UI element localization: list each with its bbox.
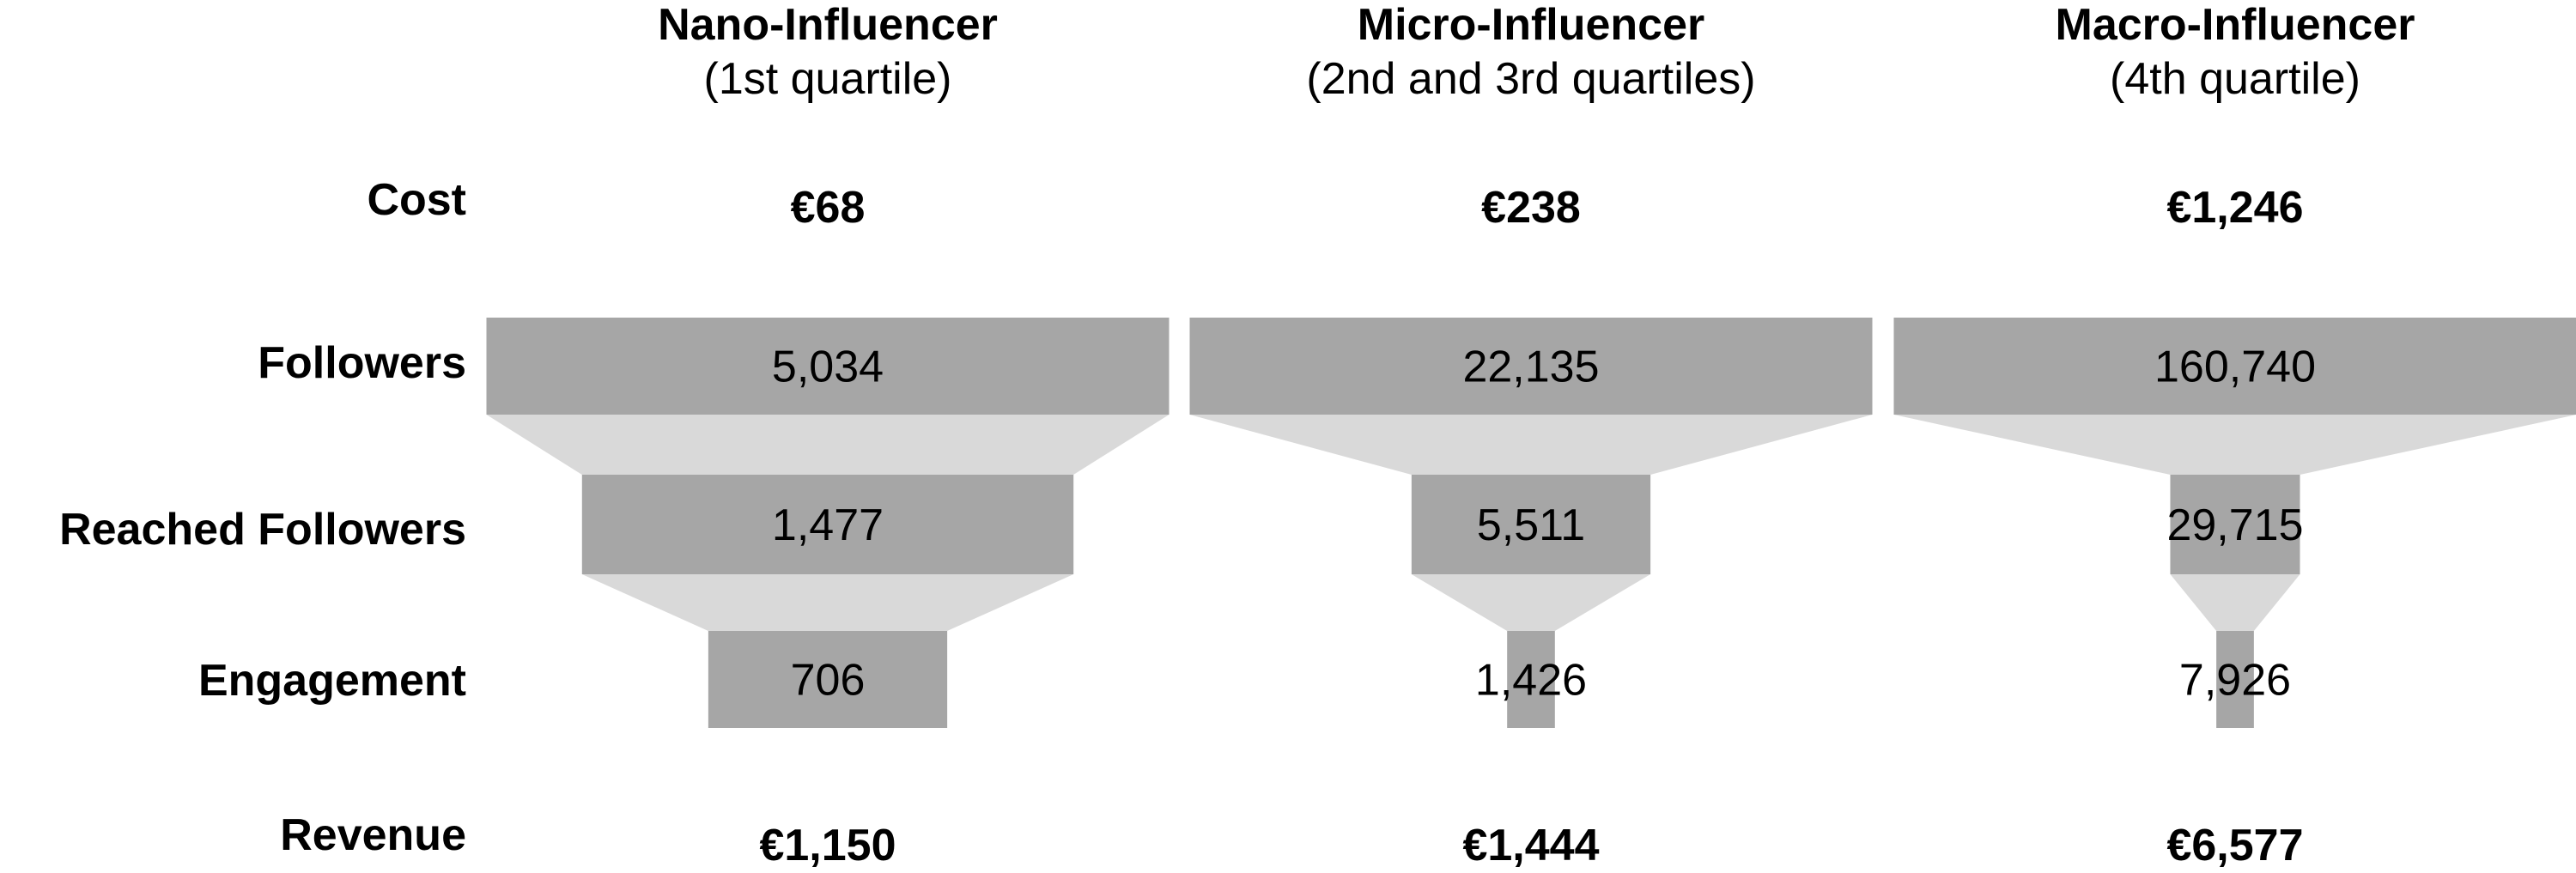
funnel-connector-nano-1 <box>486 415 1170 475</box>
row-label-reached-followers: Reached Followers <box>59 505 466 555</box>
cost-value-micro: €238 <box>1481 183 1581 233</box>
funnel-bar-micro-reached-followers <box>1411 475 1651 574</box>
funnel-value-nano-followers: 5,034 <box>772 343 884 392</box>
funnel-bar-micro-engagement <box>1507 631 1555 728</box>
column-header-micro: Micro-Influencer (2nd and 3rd quartiles) <box>1188 0 1874 107</box>
funnel-value-nano-engagement: 706 <box>791 656 866 706</box>
funnel-value-macro-followers: 160,740 <box>2154 343 2316 392</box>
funnel-connector-macro-1 <box>1893 415 2576 475</box>
row-label-engagement: Engagement <box>197 656 466 706</box>
row-label-followers: Followers <box>258 338 466 388</box>
column-title: Macro-Influencer <box>2055 0 2415 50</box>
row-label-cost: Cost <box>367 175 466 225</box>
column-subtitle: (2nd and 3rd quartiles) <box>1306 54 1756 105</box>
funnel-bar-macro-reached-followers <box>2170 475 2300 574</box>
funnel-value-nano-reached-followers: 1,477 <box>772 500 884 550</box>
funnel-bar-nano-reached-followers <box>581 475 1074 574</box>
funnel-value-micro-engagement: 1,426 <box>1475 656 1587 706</box>
funnel-value-macro-engagement: 7,926 <box>2179 656 2291 706</box>
column-title: Nano-Influencer <box>658 0 998 50</box>
funnel-connector-macro-2 <box>2170 574 2300 631</box>
funnel-connector-micro-1 <box>1189 415 1873 475</box>
column-subtitle: (4th quartile) <box>2110 54 2360 105</box>
funnel-value-micro-followers: 22,135 <box>1462 343 1599 392</box>
column-subtitle: (1st quartile) <box>703 54 952 105</box>
cost-value-nano: €68 <box>790 183 866 233</box>
revenue-value-nano: €1,150 <box>759 821 896 870</box>
funnel-bar-nano-engagement <box>708 631 948 728</box>
column-header-macro: Macro-Influencer (4th quartile) <box>1892 0 2576 107</box>
revenue-value-micro: €1,444 <box>1462 821 1600 870</box>
funnel-bar-macro-engagement <box>2216 631 2254 728</box>
funnel-value-macro-reached-followers: 29,715 <box>2166 500 2303 550</box>
funnel-bar-nano-followers <box>486 318 1170 415</box>
cost-value-macro: €1,246 <box>2166 183 2304 233</box>
funnel-value-micro-reached-followers: 5,511 <box>1477 500 1585 550</box>
row-label-revenue: Revenue <box>280 810 466 860</box>
funnel-connector-nano-2 <box>581 574 1074 631</box>
column-header-nano: Nano-Influencer (1st quartile) <box>484 0 1171 107</box>
funnel-bar-micro-followers <box>1189 318 1873 415</box>
funnel-bar-macro-followers <box>1893 318 2576 415</box>
funnel-connector-micro-2 <box>1411 574 1651 631</box>
column-title: Micro-Influencer <box>1357 0 1705 50</box>
revenue-value-macro: €6,577 <box>2166 821 2304 870</box>
